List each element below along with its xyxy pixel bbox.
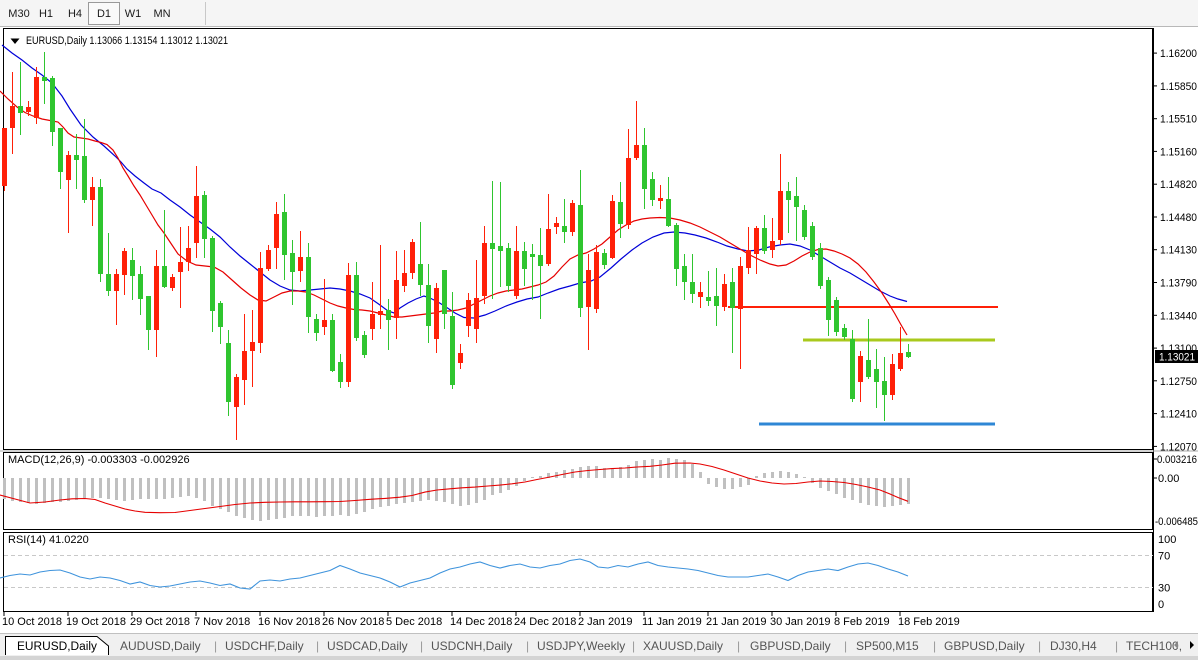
svg-text:|: | xyxy=(737,639,740,653)
svg-text:1.12750: 1.12750 xyxy=(1160,376,1197,388)
svg-text:|: | xyxy=(1038,639,1041,653)
svg-text:USDJPY,Weekly: USDJPY,Weekly xyxy=(537,639,625,653)
svg-text:|: | xyxy=(933,639,936,653)
svg-text:SP500,M15: SP500,M15 xyxy=(856,639,919,653)
svg-text:EURUSD,Daily 1.13066 1.13154: EURUSD,Daily 1.13066 1.13154 1.13012 1.1… xyxy=(26,35,228,47)
svg-text:0.003216: 0.003216 xyxy=(1157,454,1197,466)
svg-text:11 Jan 2019: 11 Jan 2019 xyxy=(642,616,702,628)
svg-text:26 Nov 2018: 26 Nov 2018 xyxy=(322,616,384,628)
svg-text:AUDUSD,Daily: AUDUSD,Daily xyxy=(120,639,201,653)
svg-text:|: | xyxy=(844,639,847,653)
svg-text:1.13440: 1.13440 xyxy=(1160,310,1197,322)
svg-text:21 Jan 2019: 21 Jan 2019 xyxy=(706,616,767,628)
svg-text:|: | xyxy=(316,639,319,653)
svg-text:19 Oct 2018: 19 Oct 2018 xyxy=(66,616,126,628)
svg-text:M30: M30 xyxy=(8,8,29,20)
svg-text:30 Jan 2019: 30 Jan 2019 xyxy=(770,616,831,628)
svg-text:1.12070: 1.12070 xyxy=(1160,441,1197,453)
svg-text:18 Feb 2019: 18 Feb 2019 xyxy=(898,616,960,628)
svg-text:0.00: 0.00 xyxy=(1158,473,1179,485)
svg-text:1.14480: 1.14480 xyxy=(1160,212,1197,224)
svg-text:7 Nov 2018: 7 Nov 2018 xyxy=(194,616,250,628)
svg-text:0: 0 xyxy=(1158,599,1164,611)
svg-text:1.15510: 1.15510 xyxy=(1160,114,1197,126)
svg-text:W1: W1 xyxy=(125,8,142,20)
svg-text:1.12410: 1.12410 xyxy=(1160,409,1197,421)
svg-text:8 Feb 2019: 8 Feb 2019 xyxy=(834,616,890,628)
svg-text:14 Dec 2018: 14 Dec 2018 xyxy=(450,616,512,628)
svg-text:24 Dec 2018: 24 Dec 2018 xyxy=(514,616,576,628)
svg-text:XAUUSD,Daily: XAUUSD,Daily xyxy=(643,639,723,653)
svg-text:USDCAD,Daily: USDCAD,Daily xyxy=(327,639,408,653)
svg-text:|: | xyxy=(632,639,635,653)
svg-text:MACD(12,26,9) -0.003303 -0.002: MACD(12,26,9) -0.003303 -0.002926 xyxy=(8,454,190,466)
svg-text:16 Nov 2018: 16 Nov 2018 xyxy=(258,616,320,628)
svg-text:H4: H4 xyxy=(68,8,82,20)
svg-text:|: | xyxy=(526,639,529,653)
svg-text:5 Dec 2018: 5 Dec 2018 xyxy=(386,616,442,628)
svg-text:MN: MN xyxy=(153,8,170,20)
svg-text:100: 100 xyxy=(1158,534,1176,546)
svg-text:1.13790: 1.13790 xyxy=(1160,278,1197,290)
svg-text:1.16200: 1.16200 xyxy=(1160,48,1197,60)
svg-text:USDCHF,Daily: USDCHF,Daily xyxy=(225,639,304,653)
svg-text:1.15850: 1.15850 xyxy=(1160,81,1197,93)
svg-text:TECH100,: TECH100, xyxy=(1126,639,1182,653)
svg-text:1.15160: 1.15160 xyxy=(1160,146,1197,158)
svg-text:29 Oct 2018: 29 Oct 2018 xyxy=(130,616,190,628)
svg-text:30: 30 xyxy=(1158,583,1170,595)
svg-text:1.14820: 1.14820 xyxy=(1160,179,1197,191)
svg-text:DJ30,H4: DJ30,H4 xyxy=(1050,639,1097,653)
svg-text:1.13021: 1.13021 xyxy=(1159,352,1195,364)
svg-text:70: 70 xyxy=(1158,551,1170,563)
svg-text:RSI(14) 41.0220: RSI(14) 41.0220 xyxy=(8,534,89,546)
svg-text:2 Jan 2019: 2 Jan 2019 xyxy=(578,616,632,628)
svg-text:GBPUSD,Daily: GBPUSD,Daily xyxy=(750,639,831,653)
svg-text:H1: H1 xyxy=(39,8,53,20)
svg-text:-0.006485: -0.006485 xyxy=(1155,516,1198,528)
svg-text:10 Oct 2018: 10 Oct 2018 xyxy=(2,616,62,628)
svg-text:|: | xyxy=(420,639,423,653)
svg-text:EURUSD,Daily: EURUSD,Daily xyxy=(17,641,97,653)
svg-text:D1: D1 xyxy=(97,8,111,20)
svg-text:GBPUSD,Daily: GBPUSD,Daily xyxy=(944,639,1025,653)
svg-text:|: | xyxy=(1115,639,1118,653)
svg-text:|: | xyxy=(214,639,217,653)
svg-text:1.14130: 1.14130 xyxy=(1160,245,1197,257)
svg-text:USDCNH,Daily: USDCNH,Daily xyxy=(431,639,512,653)
